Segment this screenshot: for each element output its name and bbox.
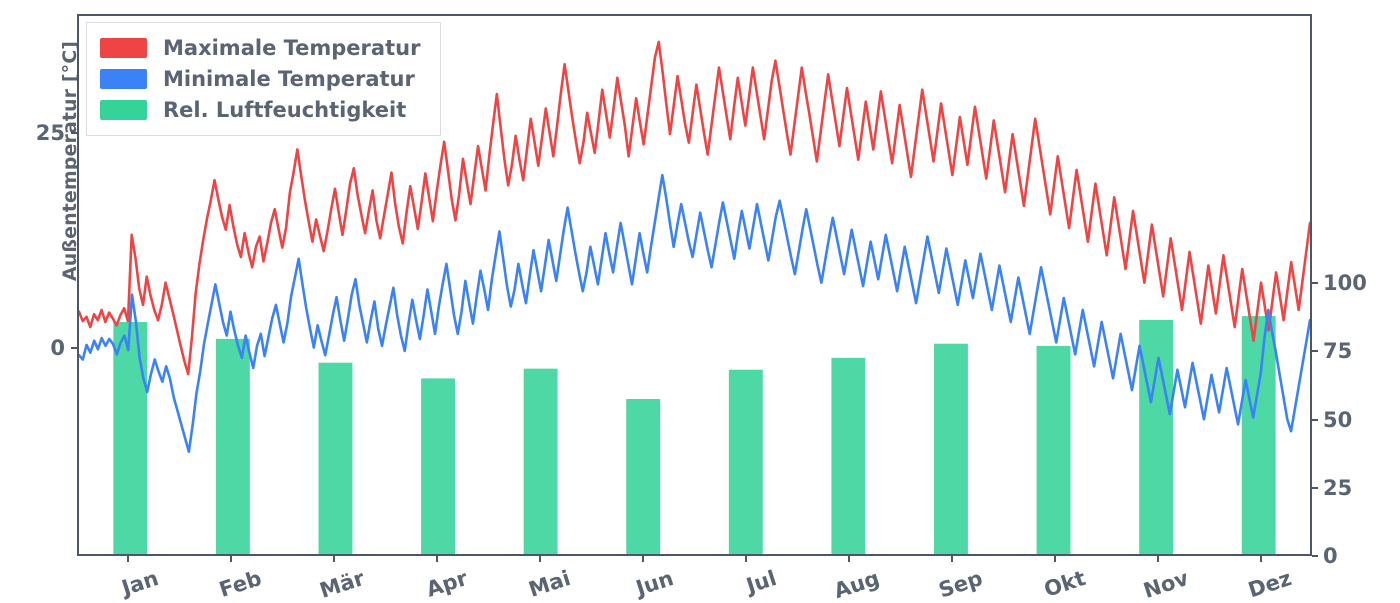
x-axis-tick-label-mär: Mär: [317, 566, 368, 603]
x-axis-tickmark: [847, 556, 850, 562]
legend-item-label: Maximale Temperatur: [163, 35, 421, 60]
humidity-bar: [934, 343, 968, 554]
legend-item[interactable]: Rel. Luftfeuchtigkeit: [100, 94, 420, 125]
humidity-bar: [1139, 319, 1174, 554]
y-axis-left-tickmark: [71, 132, 77, 134]
humidity-bar: [421, 378, 455, 554]
legend-swatch-icon: [100, 37, 147, 58]
legend-swatch-icon: [100, 68, 147, 89]
legend-item[interactable]: Maximale Temperatur: [100, 32, 420, 63]
y-axis-right-tick-label: 100: [1323, 271, 1367, 295]
x-axis-tick-label-nov: Nov: [1140, 566, 1192, 603]
x-axis-tick-label-aug: Aug: [830, 566, 883, 603]
humidity-bar: [728, 369, 763, 554]
legend-item[interactable]: Minimale Temperatur: [100, 63, 420, 94]
x-axis-tick-label-dez: Dez: [1244, 566, 1294, 603]
humidity-bar: [1241, 316, 1276, 554]
x-axis-tickmark: [642, 556, 645, 562]
y-axis-right-tickmark: [1312, 282, 1318, 284]
x-axis-tick-label-jan: Jan: [119, 566, 162, 601]
x-axis-tickmark: [1156, 556, 1159, 562]
x-axis-tickmark: [950, 556, 953, 562]
x-axis-tick-label-mai: Mai: [525, 566, 574, 602]
humidity-bar: [113, 322, 148, 554]
y-axis-left-tick-label: 0: [50, 336, 65, 360]
x-axis-tick-label-jul: Jul: [743, 566, 780, 599]
y-axis-right-tick-label: 75: [1323, 339, 1353, 364]
humidity-bar: [831, 357, 866, 554]
y-axis-right-tickmark: [1312, 350, 1318, 353]
x-axis-tick-label-okt: Okt: [1040, 566, 1089, 602]
x-axis-tickmark: [230, 556, 233, 562]
humidity-bar: [215, 338, 250, 554]
humidity-bar: [626, 398, 661, 554]
x-axis-tickmark: [333, 556, 336, 562]
legend-item-label: Rel. Luftfeuchtigkeit: [163, 97, 407, 122]
humidity-bar: [1036, 345, 1071, 554]
x-axis-tickmark: [744, 556, 747, 562]
y-axis-right-tick-label: 50: [1323, 407, 1353, 432]
x-axis-tick-label-apr: Apr: [423, 566, 471, 602]
chart-canvas: [79, 16, 1310, 554]
y-axis-right-tickmark: [1312, 555, 1318, 557]
min-temperature-line: [79, 175, 1310, 452]
y-axis-right-tick-label: 25: [1323, 475, 1353, 500]
y-axis-left-tickmark: [71, 347, 77, 349]
humidity-bar: [318, 362, 353, 554]
x-axis-tickmark: [436, 556, 439, 562]
x-axis-tickmark: [1259, 556, 1262, 562]
chart-legend: Maximale Temperatur Minimale Temperatur Re…: [86, 22, 442, 136]
max-temperature-line: [79, 42, 1310, 374]
x-axis-tickmark: [127, 556, 130, 562]
y-axis-right-tick-label: 0: [1323, 544, 1338, 568]
legend-swatch-icon: [100, 99, 147, 120]
y-axis-left-tick-label: 25: [35, 121, 65, 145]
x-axis-tickmark: [539, 556, 542, 562]
y-axis-right-tickmark: [1312, 486, 1318, 489]
humidity-bar: [523, 368, 558, 554]
x-axis-tick-label-feb: Feb: [216, 566, 265, 603]
x-axis-tick-label-jun: Jun: [633, 566, 677, 601]
legend-item-label: Minimale Temperatur: [163, 66, 415, 91]
x-axis-tick-label-sep: Sep: [935, 566, 986, 603]
x-axis-tickmark: [1053, 556, 1056, 562]
y-axis-right-tickmark: [1312, 418, 1318, 421]
